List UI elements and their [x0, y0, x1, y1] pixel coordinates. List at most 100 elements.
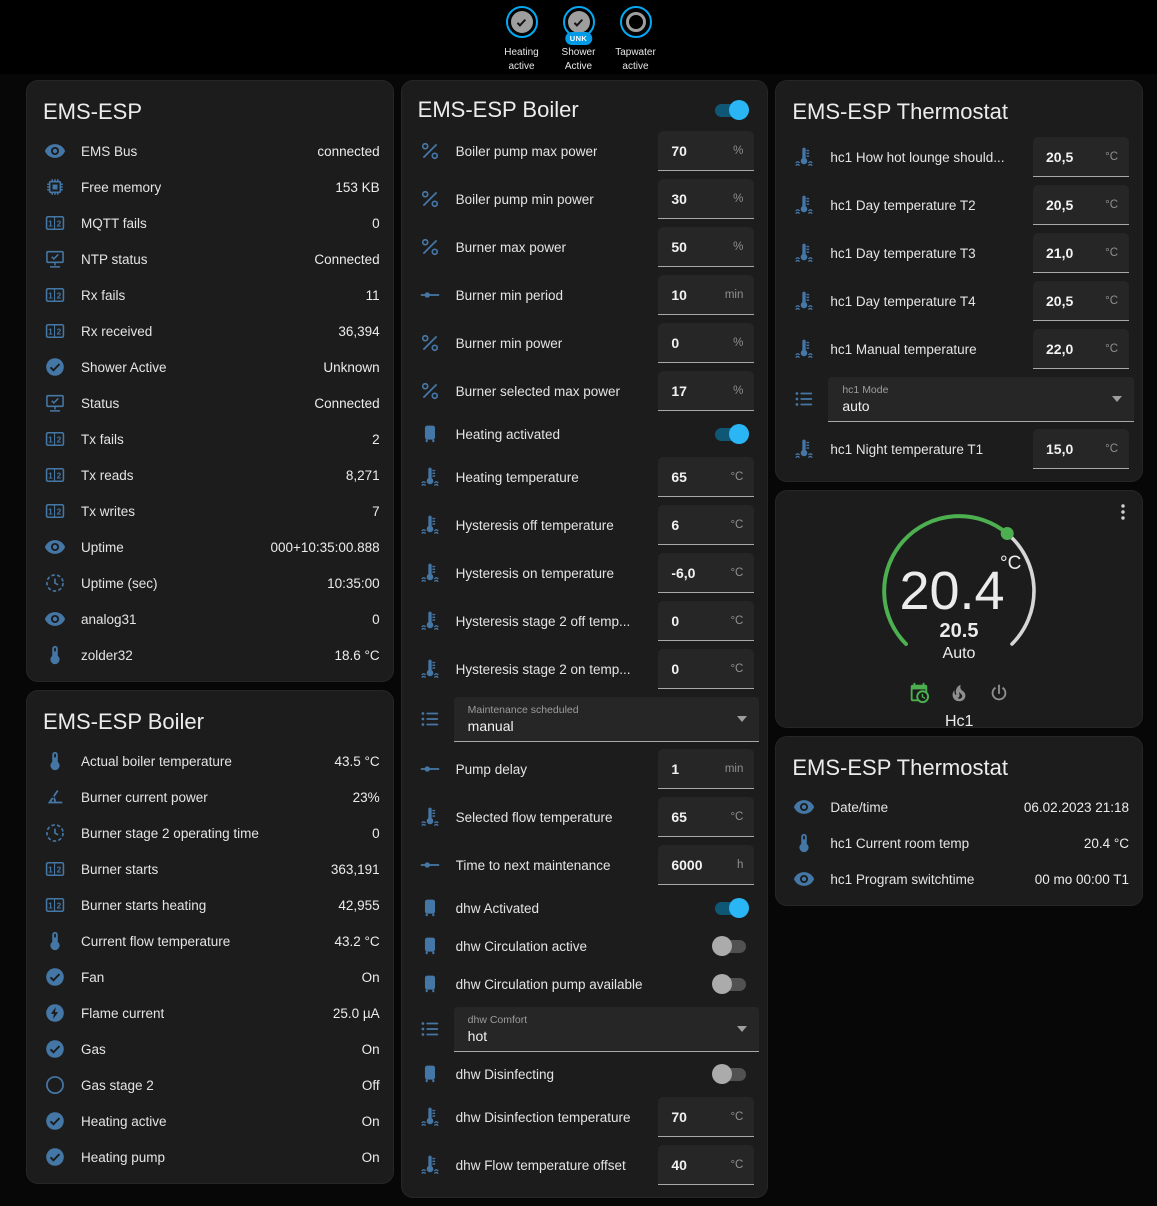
- entity-row[interactable]: dhw Circulation pump available: [402, 965, 768, 1003]
- entity-row[interactable]: dhw Activated: [402, 889, 768, 927]
- entity-row[interactable]: 1 2 Rx received 36,394: [27, 313, 393, 349]
- toggle-switch[interactable]: [712, 898, 750, 918]
- entity-row[interactable]: Shower Active Unknown: [27, 349, 393, 385]
- number-input[interactable]: 50%: [658, 227, 755, 267]
- dots-vertical-icon[interactable]: [1112, 501, 1134, 528]
- number-input[interactable]: 6000 h: [658, 845, 755, 885]
- number-input[interactable]: 1 min: [658, 749, 755, 789]
- entity-row[interactable]: Maintenance scheduled manual: [402, 693, 768, 745]
- entity-row[interactable]: Burner current power 23%: [27, 779, 393, 815]
- entity-row[interactable]: 1 2 Tx fails 2: [27, 421, 393, 457]
- entity-row[interactable]: Gas On: [27, 1031, 393, 1067]
- number-input[interactable]: 21,0 °C: [1033, 233, 1130, 273]
- select-input[interactable]: Maintenance scheduled manual: [453, 696, 760, 742]
- number-input[interactable]: 70 °C: [658, 1097, 755, 1137]
- number-input[interactable]: 0 °C: [658, 649, 755, 689]
- entity-row[interactable]: NTP status Connected: [27, 241, 393, 277]
- entity-row[interactable]: Burner selected max power 17%: [402, 367, 768, 415]
- entity-row[interactable]: Burner min power 0%: [402, 319, 768, 367]
- entity-row[interactable]: hc1 Program switchtime 00 mo 00:00 T1: [776, 861, 1142, 897]
- number-input[interactable]: 17%: [658, 371, 755, 411]
- entity-row[interactable]: hc1 Manual temperature 22,0 °C: [776, 325, 1142, 373]
- entity-row[interactable]: Hysteresis stage 2 off temp... 0 °C: [402, 597, 768, 645]
- entity-row[interactable]: hc1 How hot lounge should... 20,5 °C: [776, 133, 1142, 181]
- entity-row[interactable]: Status Connected: [27, 385, 393, 421]
- entity-row[interactable]: Date/time 06.02.2023 21:18: [776, 789, 1142, 825]
- thermostat-gauge[interactable]: 20.4 °C 20.5 Auto: [854, 497, 1064, 675]
- card-header-toggle[interactable]: [712, 100, 750, 120]
- entity-row[interactable]: Hysteresis stage 2 on temp... 0 °C: [402, 645, 768, 693]
- toggle-switch[interactable]: [712, 936, 749, 956]
- number-input[interactable]: 6 °C: [658, 505, 755, 545]
- entity-row[interactable]: Heating temperature 65 °C: [402, 453, 768, 501]
- entity-row[interactable]: Actual boiler temperature 43.5 °C: [27, 743, 393, 779]
- entity-row[interactable]: Hysteresis off temperature 6 °C: [402, 501, 768, 549]
- entity-row[interactable]: Burner max power 50%: [402, 223, 768, 271]
- calendar-clock-icon[interactable]: [908, 682, 930, 704]
- status-badge[interactable]: UNK Shower Active: [556, 6, 602, 74]
- number-input[interactable]: 20,5 °C: [1033, 185, 1130, 225]
- power-icon[interactable]: [988, 682, 1010, 704]
- entity-row[interactable]: hc1 Day temperature T2 20,5 °C: [776, 181, 1142, 229]
- entity-row[interactable]: Flame current 25.0 µA: [27, 995, 393, 1031]
- entity-row[interactable]: Heating activated: [402, 415, 768, 453]
- entity-row[interactable]: analog31 0: [27, 601, 393, 637]
- entity-row[interactable]: hc1 Night temperature T1 15,0 °C: [776, 425, 1142, 473]
- entity-row[interactable]: Burner min period 10 min: [402, 271, 768, 319]
- entity-row[interactable]: 1 2 Tx reads 8,271: [27, 457, 393, 493]
- number-input[interactable]: 15,0 °C: [1033, 429, 1130, 469]
- number-input[interactable]: 0%: [658, 323, 755, 363]
- toggle-switch[interactable]: [712, 424, 750, 444]
- entity-row[interactable]: 1 2 Burner starts heating 42,955: [27, 887, 393, 923]
- entity-row[interactable]: hc1 Current room temp 20.4 °C: [776, 825, 1142, 861]
- entity-row[interactable]: Boiler pump max power 70%: [402, 127, 768, 175]
- number-input[interactable]: 65 °C: [658, 797, 755, 837]
- entity-row[interactable]: 1 2 Tx writes 7: [27, 493, 393, 529]
- entity-row[interactable]: Free memory 153 KB: [27, 169, 393, 205]
- number-input[interactable]: 22,0 °C: [1033, 329, 1130, 369]
- toggle-switch[interactable]: [712, 974, 749, 994]
- entity-row[interactable]: dhw Circulation active: [402, 927, 768, 965]
- status-badge[interactable]: Tapwater active: [613, 6, 659, 74]
- entity-row[interactable]: Time to next maintenance 6000 h: [402, 841, 768, 889]
- entity-row[interactable]: dhw Disinfecting: [402, 1055, 768, 1093]
- fire-icon[interactable]: [948, 682, 970, 704]
- number-input[interactable]: -6,0 °C: [658, 553, 755, 593]
- entity-row[interactable]: Selected flow temperature 65 °C: [402, 793, 768, 841]
- entity-row[interactable]: Uptime (sec) 10:35:00: [27, 565, 393, 601]
- entity-row[interactable]: dhw Disinfection temperature 70 °C: [402, 1093, 768, 1141]
- entity-row[interactable]: hc1 Day temperature T4 20,5 °C: [776, 277, 1142, 325]
- gauge-handle[interactable]: [1000, 527, 1014, 540]
- entity-row[interactable]: hc1 Day temperature T3 21,0 °C: [776, 229, 1142, 277]
- number-input[interactable]: 20,5 °C: [1033, 281, 1130, 321]
- entity-row[interactable]: dhw Flow temperature offset 40 °C: [402, 1141, 768, 1189]
- entity-row[interactable]: Gas stage 2 Off: [27, 1067, 393, 1103]
- status-badge[interactable]: Heating active: [499, 6, 545, 74]
- entity-row[interactable]: Heating active On: [27, 1103, 393, 1139]
- number-input[interactable]: 70%: [658, 131, 755, 171]
- entity-row[interactable]: Hysteresis on temperature -6,0 °C: [402, 549, 768, 597]
- number-input[interactable]: 30%: [658, 179, 755, 219]
- entity-row[interactable]: Fan On: [27, 959, 393, 995]
- number-input[interactable]: 20,5 °C: [1033, 137, 1130, 177]
- entity-row[interactable]: Boiler pump min power 30%: [402, 175, 768, 223]
- entity-row[interactable]: zolder32 18.6 °C: [27, 637, 393, 673]
- number-input[interactable]: 0 °C: [658, 601, 755, 641]
- entity-row[interactable]: Heating pump On: [27, 1139, 393, 1175]
- entity-row[interactable]: 1 2 Burner starts 363,191: [27, 851, 393, 887]
- entity-row[interactable]: EMS Bus connected: [27, 133, 393, 169]
- entity-row[interactable]: hc1 Mode auto: [776, 373, 1142, 425]
- entity-row[interactable]: Current flow temperature 43.2 °C: [27, 923, 393, 959]
- entity-row[interactable]: dhw Comfort hot: [402, 1003, 768, 1055]
- entity-row[interactable]: 1 2 MQTT fails 0: [27, 205, 393, 241]
- entity-row[interactable]: Burner stage 2 operating time 0: [27, 815, 393, 851]
- select-input[interactable]: hc1 Mode auto: [828, 376, 1135, 422]
- number-input[interactable]: 40 °C: [658, 1145, 755, 1185]
- entity-row[interactable]: Pump delay 1 min: [402, 745, 768, 793]
- entity-row[interactable]: Uptime 000+10:35:00.888: [27, 529, 393, 565]
- toggle-switch[interactable]: [712, 1064, 749, 1084]
- number-input[interactable]: 10 min: [658, 275, 755, 315]
- entity-row[interactable]: 1 2 Rx fails 11: [27, 277, 393, 313]
- number-input[interactable]: 65 °C: [658, 457, 755, 497]
- select-input[interactable]: dhw Comfort hot: [453, 1006, 760, 1052]
